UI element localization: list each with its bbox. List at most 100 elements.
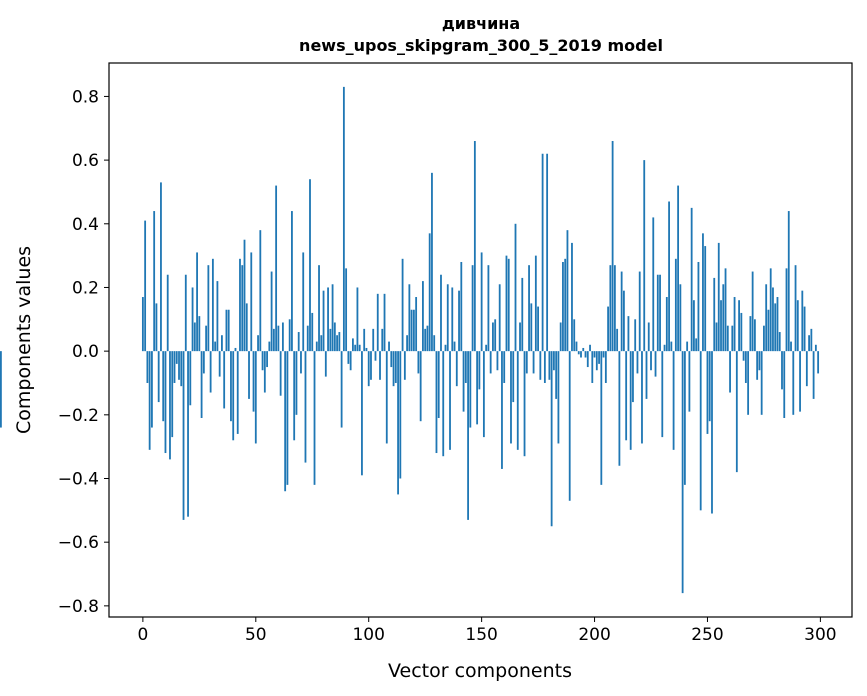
bar <box>428 233 431 352</box>
bar <box>311 312 314 352</box>
bar <box>313 351 316 485</box>
bar <box>331 284 334 352</box>
bar <box>394 351 397 383</box>
bar <box>464 351 467 383</box>
bar <box>627 316 630 352</box>
bar <box>686 341 689 352</box>
bar <box>550 351 553 527</box>
bar <box>324 351 327 377</box>
bar <box>435 351 438 454</box>
bar <box>178 351 180 380</box>
bar <box>812 351 815 399</box>
bar <box>492 322 494 352</box>
bar <box>306 325 309 352</box>
bar <box>758 351 761 371</box>
bar <box>747 351 750 415</box>
bar <box>677 185 680 352</box>
bar <box>711 351 713 514</box>
bar <box>534 255 537 352</box>
bar <box>577 351 580 355</box>
bar <box>559 322 562 352</box>
bar <box>458 290 460 352</box>
bar <box>406 335 409 352</box>
x-axis-label: Vector components <box>388 660 572 682</box>
bar <box>275 185 278 352</box>
bar <box>532 351 535 374</box>
bar <box>300 351 302 374</box>
bar <box>611 141 614 352</box>
bar <box>376 293 379 352</box>
bar <box>453 341 456 352</box>
bar <box>537 306 539 352</box>
bar <box>652 217 655 352</box>
bar <box>607 306 609 352</box>
bar <box>679 284 682 352</box>
bar <box>708 351 711 422</box>
bar <box>584 351 587 358</box>
y-axis-ticks: −0.8 −0.6 −0.4 −0.2 0.0 0.2 0.4 0.6 0.8 <box>58 87 109 617</box>
x-tick-label: 100 <box>352 625 384 645</box>
bar <box>783 351 786 418</box>
bar <box>144 220 147 352</box>
bar <box>345 268 348 352</box>
bar <box>722 284 725 352</box>
bar <box>419 351 422 422</box>
bar <box>683 351 686 485</box>
bar <box>571 242 573 352</box>
bar <box>620 271 623 352</box>
bar <box>582 347 585 352</box>
bar <box>503 351 506 383</box>
bar <box>460 261 463 352</box>
bar <box>327 287 329 352</box>
bar <box>281 322 284 352</box>
bar <box>796 300 799 352</box>
bar <box>385 351 388 444</box>
bar <box>720 300 722 352</box>
bar <box>155 303 158 352</box>
bar <box>586 351 589 368</box>
bar <box>221 335 223 352</box>
bar <box>293 351 296 441</box>
bar <box>751 271 754 352</box>
bar <box>422 281 424 352</box>
bar <box>381 328 384 352</box>
chart-subtitle: news_upos_skipgram_300_5_2019 model <box>299 36 663 55</box>
bar <box>693 300 695 352</box>
bar <box>352 338 354 352</box>
bar <box>146 351 149 383</box>
bar <box>408 284 411 352</box>
bar <box>372 328 375 352</box>
y-tick-label: −0.4 <box>58 470 99 490</box>
x-tick-label: 0 <box>137 625 148 645</box>
bar <box>546 153 549 352</box>
bar <box>543 351 546 383</box>
bar <box>446 284 449 352</box>
bar <box>501 351 503 469</box>
bar <box>302 252 305 352</box>
bar <box>600 351 603 485</box>
bar <box>243 239 246 352</box>
bar <box>169 351 171 460</box>
x-tick-label: 300 <box>804 625 836 645</box>
bar <box>209 351 212 393</box>
bar <box>580 351 582 358</box>
y-tick-label: 0.0 <box>72 342 99 362</box>
bar <box>291 211 293 352</box>
bar <box>232 351 235 441</box>
bar <box>336 335 338 352</box>
bar <box>756 351 759 380</box>
bar <box>753 319 756 352</box>
bar <box>654 351 657 377</box>
bar <box>697 261 700 352</box>
bar <box>340 351 343 428</box>
bar <box>595 351 598 371</box>
bar <box>674 258 677 352</box>
bar <box>496 351 499 371</box>
bar <box>401 258 404 352</box>
bar <box>810 328 813 352</box>
bar <box>259 230 262 352</box>
bar <box>523 351 526 457</box>
bar <box>361 351 363 476</box>
bar <box>589 344 591 352</box>
bar <box>645 351 648 399</box>
